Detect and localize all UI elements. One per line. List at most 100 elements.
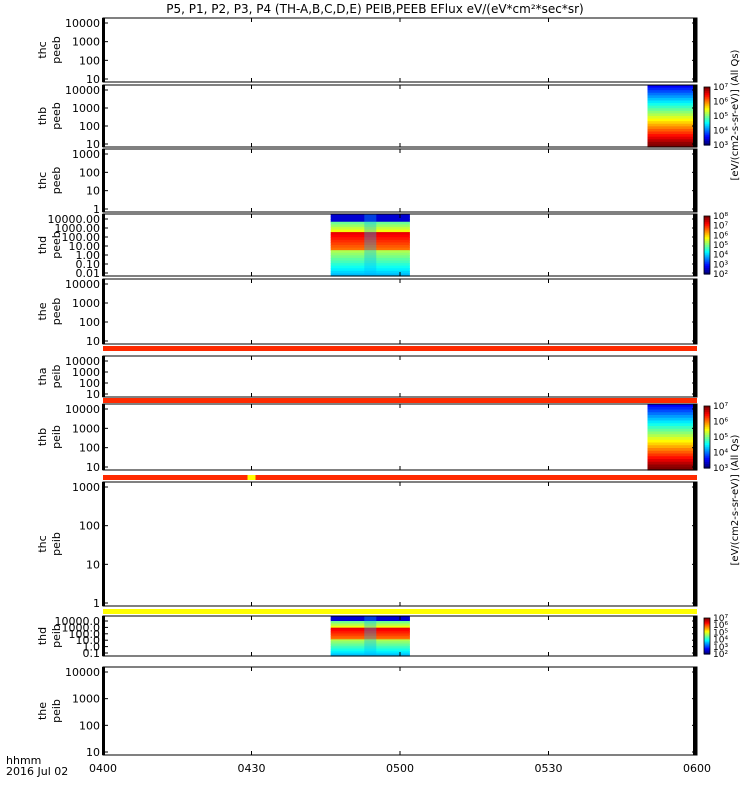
spectrogram-cell (330, 237, 410, 241)
spectrogram-cell (330, 616, 410, 619)
colorbar-cell (704, 266, 710, 269)
colorbar-tick-label: 10⁵ (713, 241, 728, 251)
y-axis-label: peeb (50, 102, 63, 130)
spectrogram-cell (647, 445, 697, 449)
colorbar-cell (704, 116, 710, 119)
y-tick-label: 1000.00 (55, 222, 101, 235)
colorbar-cell (704, 223, 710, 227)
spectrogram-cell (330, 642, 410, 645)
colorbar-cell (704, 447, 710, 450)
y-tick-label: 10000 (65, 403, 100, 416)
y-tick-label: 10000 (65, 278, 100, 291)
colorbar-cell (704, 125, 710, 129)
colorbar-cell (704, 644, 710, 647)
flag-bar (103, 609, 697, 614)
colorbar-cell (704, 106, 710, 109)
right-edge-ticks (693, 85, 697, 147)
colorbar-cell (704, 414, 710, 417)
colorbar-cell (704, 96, 710, 100)
y-tick-label: 10.00 (69, 240, 101, 253)
spectrogram-cell (330, 255, 410, 259)
spectrogram-cell (647, 464, 697, 468)
colorbar-tick-label: 10² (713, 650, 728, 660)
colorbar-frame (703, 405, 711, 469)
y-axis-label: the (36, 702, 49, 720)
colorbar-cell (704, 268, 710, 271)
spectrogram-cell (647, 97, 697, 102)
spectrogram-cell (330, 622, 410, 625)
y-axis-label: peib (50, 624, 63, 648)
spectrogram-cell (330, 631, 410, 634)
y-tick-label: 100 (79, 166, 100, 179)
spectrogram-cell (647, 92, 697, 96)
colorbar-cell (704, 646, 710, 649)
spectrogram-cell (647, 95, 697, 99)
colorbar-tick-label: 10⁵ (713, 112, 728, 122)
y-tick-label: 100 (79, 377, 100, 390)
colorbar-cell (704, 121, 710, 125)
y-tick-label: 100 (79, 120, 100, 133)
y-tick-label: 1000 (72, 148, 100, 161)
colorbar-cell (704, 619, 710, 621)
colorbar-tick-label: 10⁶ (713, 621, 728, 631)
spectrogram-cell (330, 214, 410, 218)
colorbar-cell (704, 133, 710, 136)
colorbar-cell (704, 627, 710, 630)
x-tick-label: 0530 (535, 762, 563, 775)
spectrogram-cell (330, 247, 410, 251)
y-axis-label: thb (36, 428, 49, 446)
y-tick-label: 1 (93, 203, 100, 216)
y-tick-label: 10000.0 (55, 615, 101, 628)
spectrogram-cell (330, 626, 410, 629)
colorbar-cell (704, 216, 710, 219)
right-edge-ticks (693, 18, 697, 82)
colorbar-cell (704, 237, 710, 240)
spectrogram-cell (647, 456, 697, 460)
left-edge-ticks (102, 279, 105, 344)
colorbar-cell (704, 630, 710, 632)
colorbar-tick-label: 10⁴ (713, 127, 728, 137)
y-tick-label: 1000 (72, 36, 100, 49)
spectrogram-cell (647, 126, 697, 130)
colorbar-cell (704, 262, 710, 265)
colorbar-cell (704, 645, 710, 648)
date-label: 2016 Jul 02 (6, 765, 68, 778)
colorbar-tick-label: 10⁷ (713, 402, 728, 412)
spectrogram-cell (330, 629, 410, 632)
y-tick-label: 100 (79, 520, 100, 533)
spectrogram-cell (647, 450, 697, 455)
colorbar-tick-label: 10⁴ (713, 251, 728, 261)
colorbar-cell (704, 143, 710, 146)
y-tick-label: 0.01 (76, 267, 101, 280)
colorbar-tick-label: 10² (713, 270, 728, 280)
y-tick-label: 10 (86, 461, 100, 474)
colorbar-cell (704, 123, 710, 127)
y-axis-label: tha (36, 367, 49, 385)
colorbar-tick-label: 10⁸ (713, 212, 728, 222)
y-axis-label: thd (36, 627, 49, 645)
colorbar-cell (704, 272, 710, 275)
spectrogram-cell (330, 273, 410, 277)
spectrogram-cell (330, 624, 410, 627)
panel-thb-peeb: 10 100 1000 10000 thb peeb 10³ 10⁴ 10⁵ 10⁶ 10⁷ (36, 83, 728, 151)
panel-the-peib: 10 100 1000 10000 the peib (36, 666, 698, 759)
colorbar-cell (704, 100, 710, 104)
colorbar-tick-label: 10⁴ (713, 636, 728, 646)
spectrogram-cell (330, 649, 410, 652)
colorbar-cell (704, 217, 710, 221)
flag-bar (103, 398, 697, 403)
spectrogram-cell (647, 108, 697, 112)
panel-frame (102, 17, 698, 83)
colorbar-cell (704, 625, 710, 627)
colorbar-cell (704, 233, 710, 236)
colorbar-cell (704, 618, 710, 620)
spectrogram-cell (330, 652, 410, 655)
spectrogram-cell (330, 636, 410, 639)
panel-thc-peeb: 1 10 100 1000 thc peeb (36, 148, 698, 216)
colorbar-cell (704, 250, 710, 254)
colorbar-cell (704, 459, 710, 463)
panel-frame (102, 403, 698, 471)
spectrogram-cell (647, 404, 697, 408)
